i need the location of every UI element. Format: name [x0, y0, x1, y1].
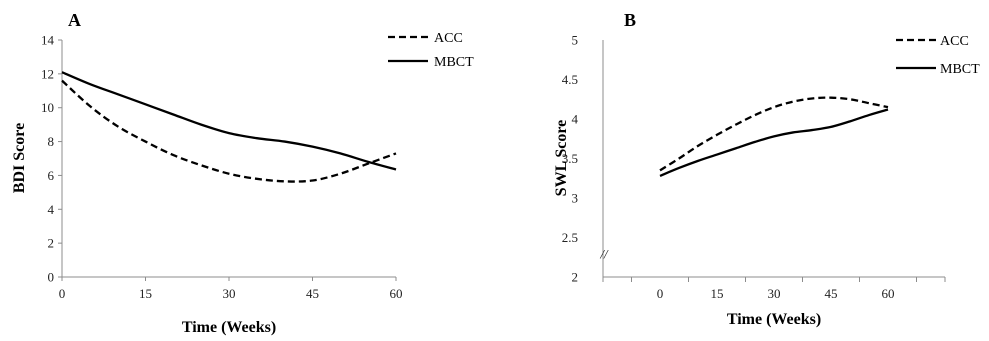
panel-a-x-tick-label: 0	[59, 286, 66, 301]
panel-b-series-line-acc	[659, 96, 889, 172]
panel-a-series-line-mbct	[61, 71, 397, 171]
panel-a-x-tick-label: 15	[139, 286, 152, 301]
panel-b-y-tick-label: 5	[572, 33, 579, 48]
panel-b-x-tick-label: 15	[711, 286, 724, 301]
panel-a-series-line-acc	[61, 79, 397, 183]
panel-a-y-tick-label: 2	[48, 236, 55, 251]
panel-a-y-tick-label: 10	[41, 100, 54, 115]
panel-a-y-tick-label: 14	[41, 33, 55, 48]
panel-b-x-tick-label: 0	[657, 286, 664, 301]
panel-b-axis-break-symbol: //	[599, 246, 609, 261]
panel-b-y-tick-label: 4	[572, 112, 579, 127]
panel-a-x-tick-label: 45	[306, 286, 319, 301]
panel-b-swl-chart: 2 2.5 3 3.5 4 4.5 5 0 15 30 45 60 // B SWL Score Time (…	[553, 10, 980, 328]
panel-b-x-tick-label: 60	[882, 286, 895, 301]
panel-b-y-tick-label: 4.5	[562, 72, 578, 87]
panel-a-y-tick-label: 12	[41, 66, 54, 81]
panel-b-x-axis-title: Time (Weeks)	[727, 311, 821, 328]
panel-b-legend-label-mbct: MBCT	[940, 62, 980, 77]
panel-a-bdi-chart: 0 2 4 6 8 10 12 14 0 15 30 45 60 A BDI Score Time (Week…	[11, 10, 474, 336]
panel-b-y-tick-label: 2	[572, 270, 579, 285]
panel-b-legend-label-acc: ACC	[940, 34, 969, 49]
panel-b-y-tick-label: 2.5	[562, 230, 578, 245]
panel-a-y-tick-label: 0	[48, 270, 55, 285]
panel-a-x-tick-label: 60	[390, 286, 403, 301]
panel-b-y-tick-label: 3	[572, 191, 579, 206]
panel-b-panel-label: B	[624, 10, 636, 30]
panel-a-y-tick-label: 8	[48, 134, 55, 149]
panel-b-x-tick-label: 45	[825, 286, 838, 301]
panel-a-legend-label-mbct: MBCT	[434, 55, 474, 70]
panel-a-y-tick-label: 4	[48, 202, 55, 217]
panel-b-series-line-mbct	[659, 108, 889, 177]
panel-a-x-tick-label: 30	[223, 286, 236, 301]
panel-b-y-axis-title: SWL Score	[553, 120, 570, 197]
panel-a-y-axis-title: BDI Score	[11, 123, 28, 193]
panel-b-x-tick-label: 30	[768, 286, 781, 301]
panel-a-legend-label-acc: ACC	[434, 31, 463, 46]
panel-a-y-tick-label: 6	[48, 168, 55, 183]
panel-a-x-axis-title: Time (Weeks)	[182, 319, 276, 336]
panel-b-y-tick-label: 3.5	[562, 151, 578, 166]
panel-a-panel-label: A	[68, 10, 81, 30]
